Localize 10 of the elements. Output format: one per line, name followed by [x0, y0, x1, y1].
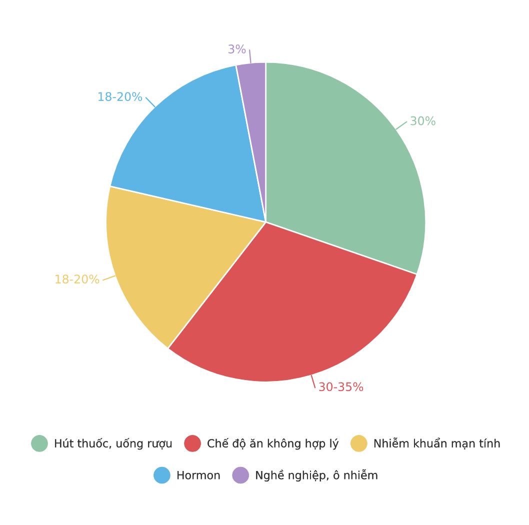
legend-label: Nghề nghiệp, ô nhiễm — [256, 469, 378, 482]
data-label: 30% — [410, 116, 436, 126]
legend-label: Chế độ ăn không hợp lý — [208, 438, 339, 450]
data-label: 3% — [228, 44, 246, 54]
legend-label: Hút thuốc, uống rượu — [55, 438, 172, 450]
legend-label: Nhiễm khuẩn mạn tính — [374, 438, 500, 450]
data-label: 18-20% — [56, 274, 100, 284]
data-label: 18-20% — [98, 92, 142, 102]
data-label: 30-35% — [319, 382, 364, 392]
legend-label: Hormon — [177, 471, 220, 480]
